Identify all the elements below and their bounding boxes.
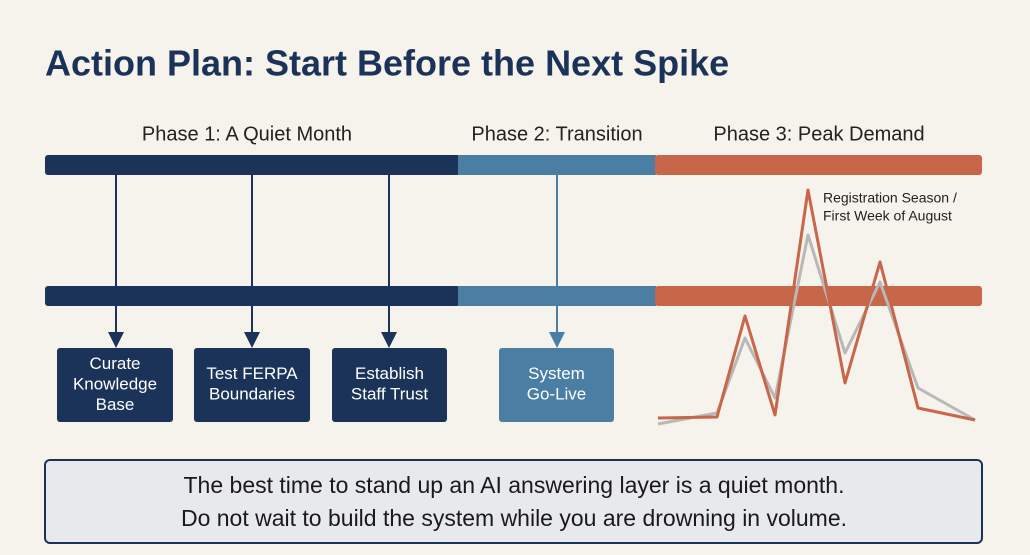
box-label: Establish <box>355 364 424 383</box>
message-box <box>44 459 983 544</box>
phase-label: Phase 1: A Quiet Month <box>142 123 352 145</box>
spike-sketch <box>657 188 976 426</box>
phase-label: Phase 3: Peak Demand <box>713 123 924 145</box>
phase-label: Phase 2: Transition <box>471 123 642 145</box>
box-label: Boundaries <box>209 385 295 404</box>
title: Action Plan: Start Before the Next Spike <box>45 43 729 84</box>
box-label: Knowledge <box>73 374 157 393</box>
arrows <box>108 175 565 348</box>
action-box <box>332 348 447 422</box>
box-label: Go-Live <box>527 385 587 404</box>
box-label: Test FERPA <box>206 364 298 383</box>
spike-callout: Registration Season / <box>823 190 957 206</box>
message-text: Do not wait to build the system while yo… <box>181 505 847 531</box>
box-label: Curate <box>89 354 140 373</box>
box-label: System <box>528 364 585 383</box>
box-label: Staff Trust <box>351 385 428 404</box>
action-box <box>57 348 173 422</box>
action-box <box>194 348 310 422</box>
spike-callout: First Week of August <box>823 208 952 224</box>
timeline-bottom <box>45 286 982 306</box>
message-text: The best time to stand up an AI answerin… <box>184 472 845 498</box>
timeline-top <box>45 155 982 175</box>
box-label: Base <box>96 395 135 414</box>
action-box <box>499 348 614 422</box>
